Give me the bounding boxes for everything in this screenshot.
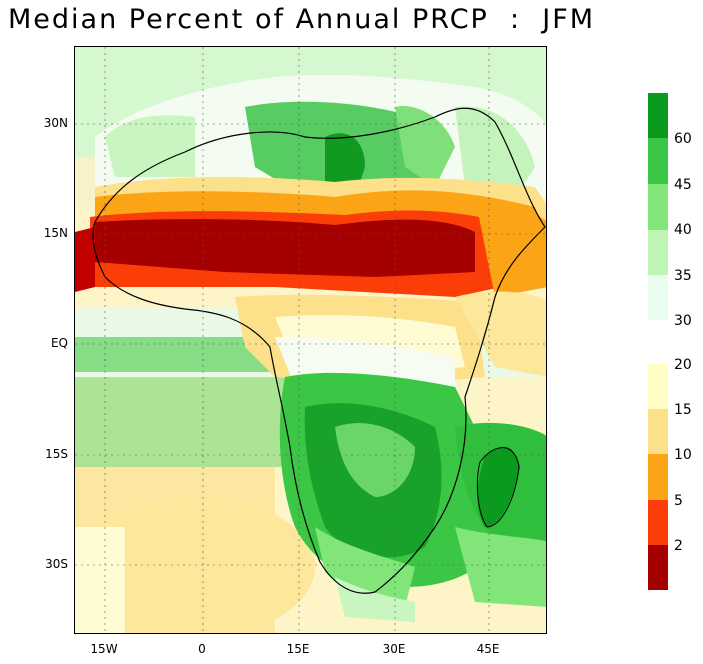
x-tick-0: 0	[198, 642, 206, 656]
legend-swatch-30	[648, 275, 668, 320]
x-tick-45e: 45E	[476, 642, 500, 656]
legend-label-5: 5	[674, 493, 683, 509]
legend-label-2: 2	[674, 538, 683, 554]
y-tick-15s: 15S	[45, 447, 68, 461]
legend-swatch-5	[648, 500, 668, 545]
x-tick-30e: 30E	[382, 642, 406, 656]
legend-label-45: 45	[674, 177, 692, 193]
legend-swatch-40	[648, 184, 668, 230]
y-tick-15n: 15N	[43, 226, 68, 240]
legend-label-10: 10	[674, 447, 692, 463]
legend-label-40: 40	[674, 222, 692, 238]
legend-swatch-15	[648, 409, 668, 454]
map-panel	[74, 46, 547, 634]
x-tick-15e: 15E	[286, 642, 310, 656]
legend-swatch-10	[648, 454, 668, 500]
legend-label-20: 20	[674, 357, 692, 373]
legend-label-30: 30	[674, 313, 692, 329]
x-tick-15w: 15W	[90, 642, 118, 656]
graticule	[75, 47, 546, 633]
legend-label-60: 60	[674, 131, 692, 147]
madagascar-coastline	[476, 447, 520, 528]
legend-swatch-20	[648, 364, 668, 409]
y-tick-30s: 30S	[45, 557, 68, 571]
y-tick-30n: 30N	[43, 116, 68, 130]
y-tick-eq: EQ	[50, 336, 68, 350]
africa-coastline	[92, 107, 546, 594]
legend-swatch-35	[648, 230, 668, 275]
legend-label-35: 35	[674, 268, 692, 284]
legend-swatch-45	[648, 138, 668, 184]
legend-swatch-60	[648, 93, 668, 138]
legend-swatch-2	[648, 545, 668, 590]
precip-map	[75, 47, 546, 633]
legend-label-15: 15	[674, 402, 692, 418]
map-title: Median Percent of Annual PRCP : JFM	[8, 4, 596, 35]
